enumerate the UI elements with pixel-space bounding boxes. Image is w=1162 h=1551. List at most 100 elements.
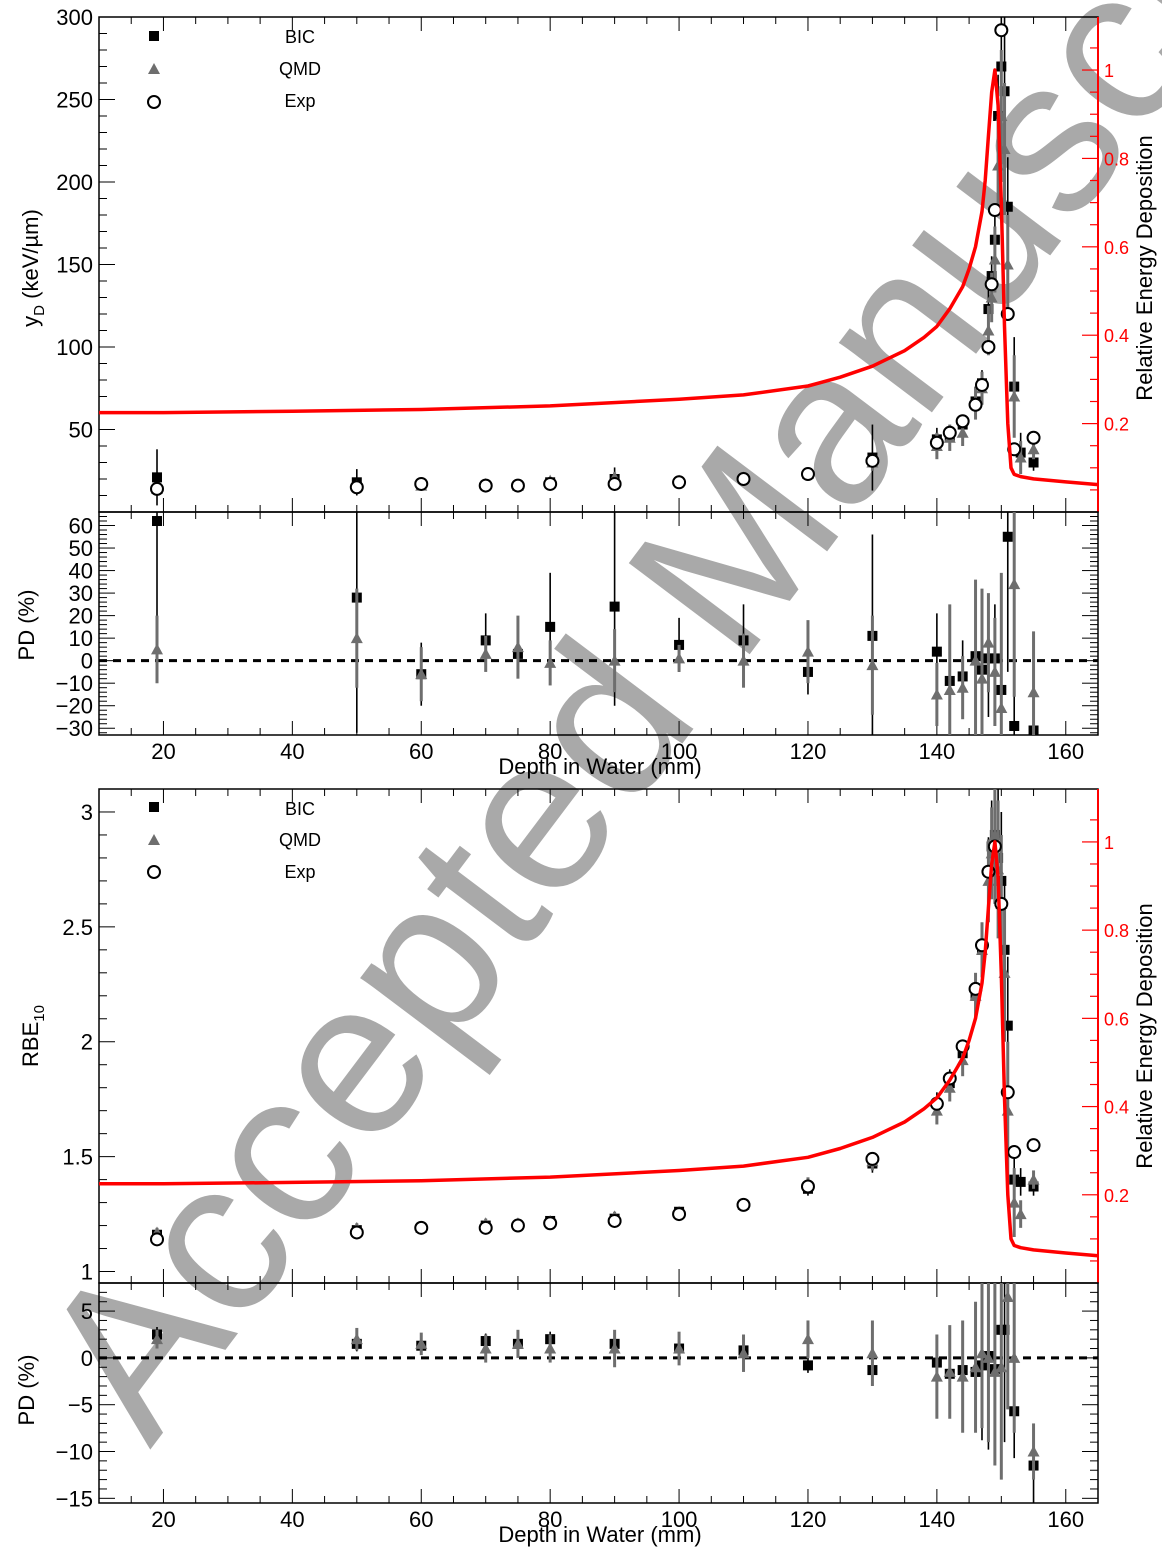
y-tick-label: 1.5 bbox=[62, 1145, 93, 1170]
y-tick-label: 50 bbox=[69, 418, 93, 443]
energy-deposition-curve bbox=[99, 68, 1099, 487]
y-tick-label: −10 bbox=[56, 671, 93, 696]
legend-exp-marker bbox=[147, 865, 161, 879]
data-point bbox=[931, 646, 942, 657]
data-point bbox=[151, 1333, 164, 1345]
data-point bbox=[865, 1151, 880, 1166]
data-point bbox=[349, 480, 364, 495]
y-tick-label: 150 bbox=[56, 253, 93, 278]
x-tick-label: 60 bbox=[409, 1507, 433, 1532]
secondary-y-tick-label: 0.2 bbox=[1104, 415, 1129, 435]
data-point bbox=[415, 668, 428, 680]
data-point bbox=[511, 641, 524, 653]
data-point bbox=[414, 476, 429, 491]
x-tick-label: 120 bbox=[790, 739, 827, 764]
x-tick-label: 100 bbox=[661, 739, 698, 764]
data-point bbox=[544, 656, 557, 668]
data-point bbox=[1014, 1208, 1027, 1220]
data-point bbox=[510, 478, 525, 493]
data-point bbox=[975, 672, 988, 684]
x-tick-label: 40 bbox=[280, 739, 304, 764]
data-point bbox=[942, 425, 957, 440]
legend-qmd-label: QMD bbox=[279, 59, 321, 79]
data-point bbox=[994, 23, 1009, 38]
y-tick-label: −20 bbox=[56, 694, 93, 719]
data-point bbox=[478, 1220, 493, 1235]
data-point bbox=[609, 601, 620, 612]
data-point bbox=[1008, 1351, 1021, 1363]
rbe-pd-xlabel: Depth in Water (mm) bbox=[498, 1522, 701, 1547]
data-point bbox=[1014, 451, 1027, 463]
data-point bbox=[736, 472, 751, 486]
y-tick-label: 50 bbox=[69, 536, 93, 561]
data-point bbox=[995, 701, 1008, 713]
data-point bbox=[737, 654, 750, 666]
x-tick-label: 80 bbox=[538, 739, 562, 764]
y-tick-label: 2.5 bbox=[62, 915, 93, 940]
data-point bbox=[150, 481, 165, 496]
y-tick-label: 2 bbox=[81, 1030, 93, 1055]
data-point bbox=[151, 643, 164, 655]
data-point bbox=[1002, 1020, 1013, 1031]
data-point bbox=[673, 1342, 686, 1354]
data-point bbox=[672, 1207, 687, 1222]
data-point bbox=[152, 516, 163, 527]
x-tick-label: 120 bbox=[790, 1507, 827, 1532]
data-point bbox=[415, 1337, 428, 1349]
legend-exp-marker bbox=[147, 95, 161, 109]
data-point bbox=[956, 426, 969, 438]
y-tick-label: 0 bbox=[81, 649, 93, 674]
energy-deposition-curve bbox=[99, 840, 1099, 1258]
y-tick-label: 100 bbox=[56, 335, 93, 360]
series-qmd bbox=[151, 512, 1040, 735]
secondary-y-tick-label: 1 bbox=[1104, 833, 1114, 853]
y-tick-label: −10 bbox=[56, 1440, 93, 1465]
data-point bbox=[800, 1179, 815, 1194]
y-tick-label: 300 bbox=[56, 5, 93, 30]
secondary-y-tick-label: 0.6 bbox=[1104, 238, 1129, 258]
x-tick-label: 160 bbox=[1047, 1507, 1084, 1532]
data-point bbox=[943, 1081, 956, 1093]
y-tick-label: 30 bbox=[69, 581, 93, 606]
data-point bbox=[982, 324, 995, 336]
data-point bbox=[543, 1216, 558, 1231]
plot-frame bbox=[98, 1282, 1099, 1504]
data-point bbox=[981, 340, 996, 354]
data-point bbox=[969, 654, 982, 666]
secondary-y-tick-label: 0.8 bbox=[1104, 149, 1129, 169]
data-point bbox=[865, 453, 880, 468]
secondary-y-tick-label: 0.6 bbox=[1104, 1009, 1129, 1029]
data-point bbox=[995, 1361, 1008, 1373]
y-tick-label: −5 bbox=[68, 1393, 93, 1418]
data-point bbox=[608, 654, 621, 666]
panel-rbe-pd: 20 40 60 80 100 120 140 160 −15 −10 −5 0 5 bbox=[56, 1282, 1099, 1532]
data-point bbox=[672, 475, 687, 490]
legend-bic-label: BIC bbox=[285, 799, 315, 819]
data-point bbox=[956, 681, 969, 693]
data-point bbox=[1007, 1145, 1022, 1160]
data-point bbox=[736, 1197, 751, 1212]
x-tick-label: 40 bbox=[280, 1507, 304, 1532]
y-tick-label: 60 bbox=[69, 514, 93, 539]
y-tick-label: 200 bbox=[56, 170, 93, 195]
data-point bbox=[607, 1213, 622, 1228]
legend-exp-label: Exp bbox=[284, 862, 315, 882]
y-tick-label: 1 bbox=[81, 1260, 93, 1285]
data-point bbox=[969, 1361, 982, 1373]
data-point bbox=[350, 632, 363, 644]
data-point bbox=[988, 1365, 1001, 1377]
yd-pd-ylabel: PD (%) bbox=[14, 590, 39, 661]
data-point bbox=[1028, 457, 1039, 468]
series-exp bbox=[150, 23, 1041, 496]
secondary-y-tick-label: 0.4 bbox=[1104, 326, 1129, 346]
data-point bbox=[943, 683, 956, 695]
data-point bbox=[1002, 201, 1013, 212]
x-tick-label: 80 bbox=[538, 1507, 562, 1532]
rbe-secondary-ylabel: Relative Energy Deposition bbox=[1132, 903, 1157, 1168]
data-point bbox=[929, 435, 944, 450]
data-point bbox=[414, 1220, 429, 1235]
data-point bbox=[479, 647, 492, 659]
panel-yd-pd: 20 40 60 80 100 120 140 160−30−20−1001020304050… bbox=[56, 511, 1099, 764]
data-point bbox=[1009, 720, 1020, 731]
